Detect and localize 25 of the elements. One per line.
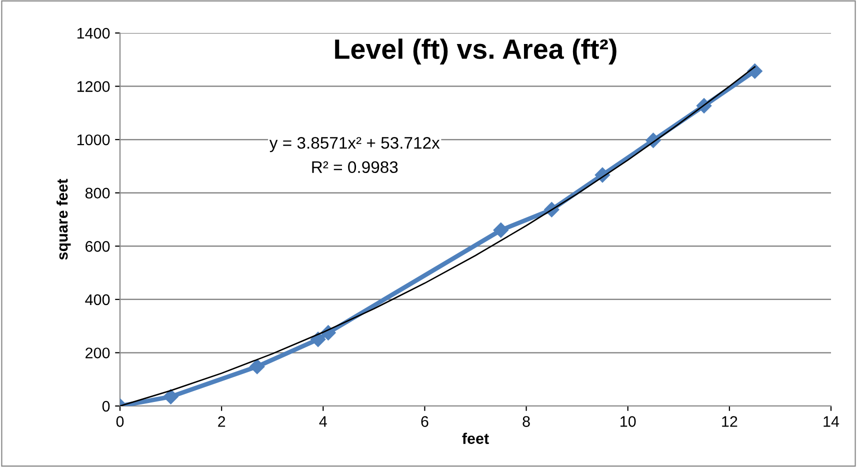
y-tick-label: 600 bbox=[86, 241, 110, 252]
x-tick-label: 6 bbox=[421, 416, 428, 427]
x-tick-label: 12 bbox=[722, 416, 738, 427]
x-tick-label: 4 bbox=[319, 416, 327, 427]
x-tick-label: 2 bbox=[218, 416, 226, 427]
y-tick-label: 1400 bbox=[77, 28, 110, 39]
annotation: y = 3.8571x² + 53.712x bbox=[269, 136, 440, 152]
y-axis-title: square feet bbox=[56, 178, 71, 260]
x-tick-label: 8 bbox=[522, 416, 530, 427]
point bbox=[250, 359, 265, 374]
chart-title: Level (ft) vs. Area (ft²) bbox=[335, 38, 616, 64]
y-tick-label: 800 bbox=[85, 188, 110, 199]
point bbox=[493, 222, 508, 238]
y-tick-label: 400 bbox=[85, 294, 110, 306]
x-tick-label: 10 bbox=[620, 416, 636, 427]
point bbox=[163, 389, 178, 404]
y-tick-label: 1000 bbox=[77, 134, 110, 146]
annotation: R² = 0.9983 bbox=[312, 161, 398, 174]
x-tick-label: 14 bbox=[824, 416, 840, 427]
point bbox=[310, 332, 326, 347]
y-tick-label: 1200 bbox=[77, 81, 110, 92]
x-axis-title: feet bbox=[462, 432, 489, 444]
y-tick-label: 200 bbox=[86, 348, 110, 358]
x-tick-label: 0 bbox=[116, 416, 124, 427]
y-tick-label: 0 bbox=[102, 400, 110, 412]
